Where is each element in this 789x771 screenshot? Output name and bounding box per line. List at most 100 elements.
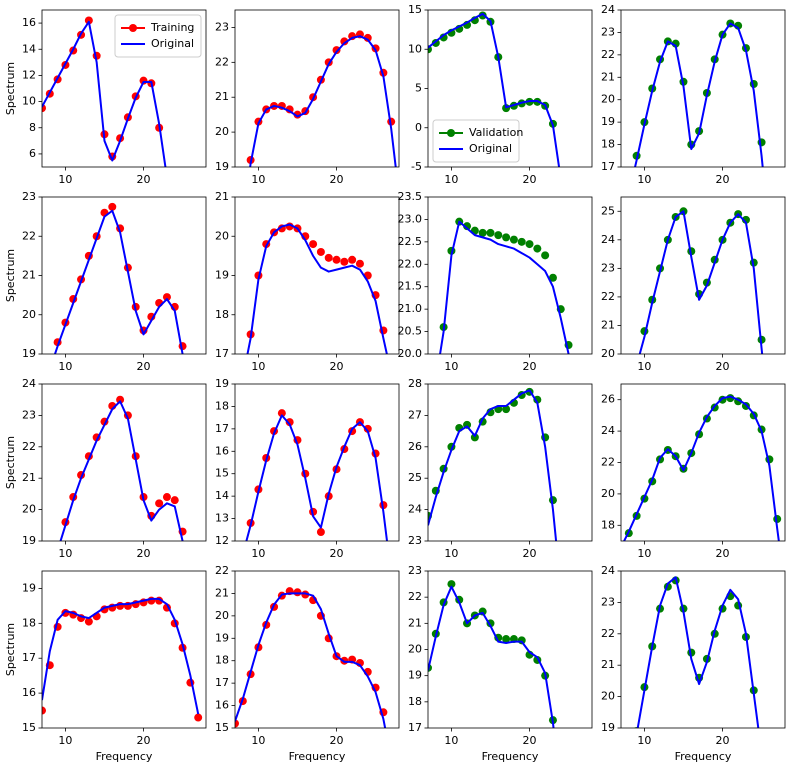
line [235, 592, 387, 728]
y-tick-label: 15 [215, 467, 229, 480]
x-tick-label: 20 [523, 734, 537, 747]
y-tick-label: 16 [215, 699, 229, 712]
marker [84, 16, 93, 25]
y-tick-label: 15 [408, 3, 422, 16]
marker [432, 372, 440, 380]
legend: Validation Original [432, 119, 523, 163]
plot-area [432, 217, 573, 380]
y-tick-label: 17 [601, 160, 615, 173]
y-tick-label: 23.0 [398, 212, 423, 225]
y-tick-label: 15 [215, 721, 229, 734]
marker [525, 240, 534, 249]
x-tick-label: 10 [444, 173, 458, 186]
y-tick-label: 10 [408, 42, 422, 55]
marker [533, 244, 542, 253]
y-tick-label: 23 [601, 595, 615, 608]
y-tick-label: 22 [601, 456, 615, 469]
y-tick-label: 18 [601, 138, 615, 151]
marker [170, 496, 179, 505]
axes-frame [427, 570, 593, 729]
y-tick-label: 0 [415, 121, 422, 134]
legend-label: Training [150, 21, 194, 34]
plot-area [638, 207, 773, 415]
plot-area [42, 596, 203, 722]
y-tick-label: 21 [22, 471, 36, 484]
y-tick-label: 25 [408, 471, 422, 484]
legend-label: Original [151, 37, 194, 50]
marker [470, 433, 479, 442]
marker [494, 231, 503, 240]
y-tick-label: 24 [601, 233, 615, 246]
line [428, 389, 558, 541]
y-tick-label: 18 [215, 654, 229, 667]
line [53, 209, 184, 354]
y-tick-label: 23 [408, 534, 422, 547]
marker [387, 358, 395, 366]
y-tick-label: 20 [601, 347, 615, 360]
marker [765, 208, 773, 216]
y-tick-label: 16 [215, 444, 229, 457]
x-tick-label: 10 [251, 734, 265, 747]
legend-box [432, 119, 520, 163]
y-axis-label: Spectrum [4, 623, 17, 676]
marker [486, 228, 495, 237]
y-tick-label: 19 [215, 269, 229, 282]
marker [293, 110, 302, 119]
y-axis-label: Spectrum [4, 249, 17, 302]
y-tick-label: 22 [22, 229, 36, 242]
y-tick-label: 19 [408, 669, 422, 682]
marker [186, 568, 194, 576]
y-tick-label: 8 [29, 121, 36, 134]
line [249, 35, 397, 167]
y-tick-label: 23 [601, 25, 615, 38]
x-tick-label: 20 [716, 173, 730, 186]
x-tick-label: 20 [330, 734, 344, 747]
marker [557, 568, 565, 576]
y-tick-label: 14 [22, 42, 36, 55]
marker [277, 409, 286, 418]
marker [395, 180, 403, 188]
marker [239, 370, 247, 378]
marker [309, 240, 318, 249]
x-tick-label: 20 [523, 547, 537, 560]
line [638, 210, 764, 354]
axes-frame [620, 383, 786, 542]
marker [765, 407, 773, 415]
y-tick-label: 6 [29, 147, 36, 160]
line [636, 576, 760, 728]
x-tick-label: 10 [58, 547, 72, 560]
x-tick-label: 20 [137, 360, 151, 373]
y-tick-label: 21 [215, 90, 229, 103]
y-tick-label: 21.5 [398, 280, 423, 293]
y-tick-label: 21 [601, 658, 615, 671]
marker [509, 235, 518, 244]
y-tick-label: 19 [22, 347, 36, 360]
marker [186, 389, 194, 397]
marker [478, 11, 487, 20]
x-tick-label: 10 [637, 173, 651, 186]
axes-frame [41, 570, 207, 729]
y-tick-label: 18 [408, 695, 422, 708]
y-tick-label: 20 [215, 229, 229, 242]
y-tick-label: 21 [22, 269, 36, 282]
axes-frame [41, 196, 207, 355]
y-tick-label: 20 [601, 487, 615, 500]
line [623, 395, 780, 541]
marker [625, 185, 633, 193]
plot-area [623, 394, 782, 541]
y-tick-label: 20.0 [398, 347, 423, 360]
marker [316, 247, 325, 256]
y-tick-label: 18 [22, 616, 36, 629]
y-tick-label: 24 [601, 3, 615, 16]
plot-area [428, 11, 561, 167]
y-axis-label: Spectrum [4, 62, 17, 115]
y-tick-label: 19 [22, 534, 36, 547]
marker [447, 580, 456, 589]
axes-frame [234, 570, 400, 729]
marker [533, 395, 542, 404]
y-tick-label: 22 [215, 55, 229, 68]
x-tick-label: 20 [137, 734, 151, 747]
marker [478, 228, 487, 237]
x-tick-label: 20 [330, 173, 344, 186]
plot-area [53, 202, 194, 397]
